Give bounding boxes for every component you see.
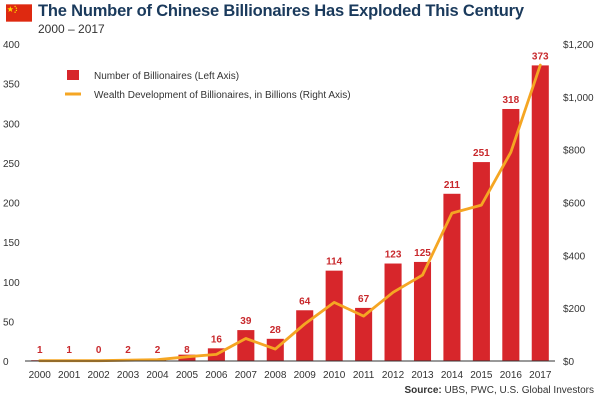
bar — [355, 307, 373, 361]
x-axis: 2000 2001 2002 2003 2004 2005 2006 2007 2008 2009… — [25, 360, 555, 381]
y-right-tick-label: $1,000 — [563, 93, 594, 104]
x-tick-label: 2004 — [146, 370, 169, 381]
header: The Number of Chinese Billionaires Has E… — [0, 0, 600, 40]
china-flag-icon — [6, 4, 32, 22]
x-tick-label: 2002 — [87, 370, 110, 381]
bar — [237, 330, 255, 361]
bar — [413, 261, 432, 361]
y-right-tick-label: $0 — [563, 357, 575, 368]
legend-bar-label: Number of Billionaires (Left Axis) — [94, 71, 239, 82]
y-left-tick-label: 400 — [3, 40, 20, 51]
legend-bar-swatch-icon — [67, 70, 79, 80]
bar-data-label: 8 — [184, 345, 190, 356]
bar-data-label: 251 — [473, 148, 490, 159]
line-series — [38, 63, 542, 363]
bar-data-label: 2 — [125, 345, 131, 356]
y-left-tick-label: 250 — [3, 159, 20, 170]
wealth-line — [38, 63, 542, 363]
bar — [443, 193, 461, 361]
bar — [384, 263, 402, 361]
bar-data-label: 16 — [211, 334, 223, 345]
x-tick-label: 2003 — [117, 370, 140, 381]
bar-data-label: 39 — [240, 316, 252, 327]
bar — [502, 108, 520, 361]
x-tick-label: 2001 — [58, 370, 81, 381]
y-axis-left: 0 50 100 150 200 250 300 350 400 — [3, 40, 20, 368]
bar-data-label: 2 — [155, 345, 161, 356]
bar — [531, 65, 549, 362]
page-title: The Number of Chinese Billionaires Has E… — [38, 2, 524, 20]
source-label: Source: — [404, 385, 442, 396]
x-tick-label: 2000 — [29, 370, 52, 381]
bar-data-label: 318 — [502, 95, 519, 106]
source-note: Source: UBS, PWC, U.S. Global Investors — [404, 385, 594, 396]
x-tick-label: 2015 — [470, 370, 493, 381]
x-tick-label: 2014 — [441, 370, 464, 381]
bar-data-label: 373 — [532, 51, 549, 62]
bar-data-label: 1 — [66, 345, 72, 356]
bar — [472, 162, 490, 361]
bar-data-label: 123 — [385, 250, 402, 261]
y-left-tick-label: 150 — [3, 238, 20, 249]
bar-data-label: 211 — [444, 180, 461, 191]
bar-data-label: 125 — [414, 248, 431, 259]
x-tick-label: 2009 — [294, 370, 317, 381]
y-right-tick-label: $400 — [563, 251, 586, 262]
y-axis-right: $0 $200 $400 $600 $800 $1,000 $1,200 — [563, 40, 594, 368]
x-tick-label: 2016 — [500, 370, 523, 381]
x-tick-label: 2012 — [382, 370, 405, 381]
x-tick-label: 2010 — [323, 370, 346, 381]
x-tick-label: 2006 — [205, 370, 228, 381]
bar-data-label: 64 — [299, 296, 311, 307]
bar-series — [31, 65, 549, 362]
y-left-tick-label: 0 — [3, 357, 9, 368]
y-right-tick-label: $600 — [563, 199, 586, 210]
x-tick-label: 2017 — [529, 370, 552, 381]
x-tick-label: 2005 — [176, 370, 199, 381]
y-left-tick-label: 50 — [3, 317, 15, 328]
bar-data-label: 1 — [37, 345, 43, 356]
x-tick-label: 2007 — [235, 370, 258, 381]
bar — [325, 270, 343, 361]
bar-data-label: 28 — [270, 325, 282, 336]
legend: Number of Billionaires (Left Axis) Wealt… — [65, 70, 351, 101]
page-subtitle: 2000 – 2017 — [38, 22, 105, 36]
bar — [296, 310, 314, 361]
x-tick-label: 2008 — [264, 370, 287, 381]
y-right-tick-label: $200 — [563, 304, 586, 315]
bar-data-label: 0 — [96, 345, 102, 356]
y-left-tick-label: 300 — [3, 119, 20, 130]
x-tick-label: 2013 — [411, 370, 434, 381]
y-right-tick-label: $800 — [563, 146, 586, 157]
source-text: UBS, PWC, U.S. Global Investors — [444, 385, 595, 396]
bar-data-label: 114 — [326, 257, 343, 268]
y-left-tick-label: 100 — [3, 278, 20, 289]
y-left-tick-label: 350 — [3, 80, 20, 91]
legend-line-label: Wealth Development of Billionaires, in B… — [94, 90, 351, 101]
y-right-tick-label: $1,200 — [563, 40, 594, 51]
bar-data-label: 67 — [358, 294, 370, 305]
x-tick-label: 2011 — [353, 370, 375, 381]
y-left-tick-label: 200 — [3, 199, 20, 210]
